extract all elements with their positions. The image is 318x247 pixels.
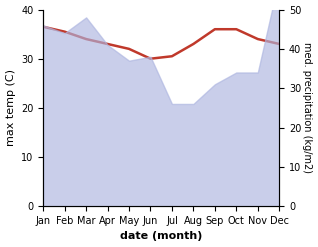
Y-axis label: med. precipitation (kg/m2): med. precipitation (kg/m2)	[302, 42, 313, 173]
Y-axis label: max temp (C): max temp (C)	[5, 69, 16, 146]
X-axis label: date (month): date (month)	[120, 231, 203, 242]
